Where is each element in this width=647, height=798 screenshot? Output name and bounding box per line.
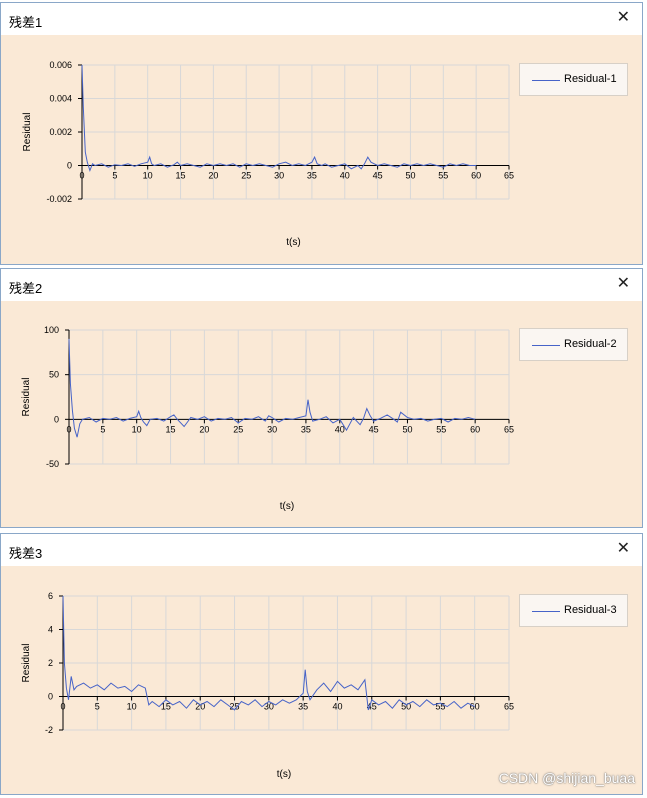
- legend-label: Residual-3: [564, 604, 617, 616]
- window-titlebar: 残差3 ✕: [1, 534, 642, 566]
- x-tick-label: 15: [176, 171, 186, 181]
- x-tick-label: 65: [504, 702, 514, 712]
- x-tick-label: 25: [241, 171, 251, 181]
- legend-swatch: [532, 80, 560, 81]
- x-tick-label: 35: [301, 424, 311, 434]
- x-axis-label: t(s): [286, 237, 300, 248]
- x-axis-label: t(s): [280, 501, 294, 512]
- window-residual-1: 残差1 ✕ 05101520253035404550556065-0.00200…: [0, 2, 643, 265]
- x-tick-label: 25: [230, 702, 240, 712]
- residual-1-chart: 05101520253035404550556065-0.00200.0020.…: [22, 60, 514, 248]
- x-tick-label: 20: [199, 424, 209, 434]
- x-tick-label: 45: [367, 702, 377, 712]
- x-tick-label: 15: [166, 424, 176, 434]
- close-icon[interactable]: ✕: [616, 275, 630, 292]
- y-tick-label: 0.004: [49, 94, 72, 104]
- y-tick-label: 4: [48, 625, 53, 635]
- x-tick-label: 5: [100, 424, 105, 434]
- y-axis-label: Residual: [21, 644, 32, 683]
- x-tick-label: 40: [335, 424, 345, 434]
- y-tick-label: 100: [44, 325, 59, 335]
- y-tick-label: 50: [49, 370, 59, 380]
- x-tick-label: 40: [340, 171, 350, 181]
- x-tick-label: 45: [373, 171, 383, 181]
- x-tick-label: 55: [436, 424, 446, 434]
- y-tick-label: 2: [48, 658, 53, 668]
- x-tick-label: 30: [274, 171, 284, 181]
- x-tick-label: 50: [402, 424, 412, 434]
- chart-area: 05101520253035404550556065-20246Residual…: [1, 566, 642, 794]
- y-tick-label: 0.006: [49, 60, 72, 70]
- chart-area: 05101520253035404550556065-50050100Resid…: [1, 301, 642, 527]
- x-tick-label: 65: [504, 171, 514, 181]
- x-tick-label: 55: [438, 171, 448, 181]
- x-axis-label: t(s): [277, 769, 291, 780]
- x-tick-label: 10: [143, 171, 153, 181]
- window-titlebar: 残差2 ✕: [1, 269, 642, 301]
- x-tick-label: 60: [470, 424, 480, 434]
- y-axis-label: Residual: [21, 378, 32, 417]
- x-tick-label: 25: [233, 424, 243, 434]
- x-tick-label: 55: [435, 702, 445, 712]
- watermark: CSDN @shijian_buaa: [498, 770, 635, 786]
- x-tick-label: 35: [307, 171, 317, 181]
- x-tick-label: 10: [132, 424, 142, 434]
- x-tick-label: 20: [208, 171, 218, 181]
- legend-swatch: [532, 611, 560, 612]
- window-title: 残差3: [9, 546, 43, 561]
- y-tick-label: -0.002: [46, 194, 72, 204]
- y-tick-label: 0: [67, 161, 72, 171]
- series-line-residual-1: [81, 64, 477, 173]
- window-titlebar: 残差1 ✕: [1, 3, 642, 35]
- window-residual-3: 残差3 ✕ 05101520253035404550556065-20246Re…: [0, 533, 643, 795]
- chart-legend: Residual-3: [519, 594, 628, 627]
- window-title: 残差2: [9, 281, 43, 296]
- close-icon[interactable]: ✕: [616, 9, 630, 26]
- residual-3-chart: 05101520253035404550556065-20246Residual…: [21, 591, 514, 780]
- x-tick-label: 60: [471, 171, 481, 181]
- y-tick-label: -2: [45, 725, 53, 735]
- y-axis-label: Residual: [22, 113, 33, 152]
- x-tick-label: 5: [95, 702, 100, 712]
- series-line-residual-2: [68, 338, 476, 438]
- x-tick-label: 40: [332, 702, 342, 712]
- chart-legend: Residual-2: [519, 328, 628, 361]
- x-tick-label: 50: [401, 702, 411, 712]
- y-tick-label: 0: [54, 414, 59, 424]
- x-tick-label: 45: [369, 424, 379, 434]
- window-residual-2: 残差2 ✕ 05101520253035404550556065-5005010…: [0, 268, 643, 528]
- chart-legend: Residual-1: [519, 63, 628, 96]
- legend-label: Residual-1: [564, 73, 617, 85]
- series-line-residual-3: [62, 595, 475, 711]
- x-tick-label: 35: [298, 702, 308, 712]
- x-tick-label: 30: [267, 424, 277, 434]
- window-title: 残差1: [9, 15, 43, 30]
- y-tick-label: 0.002: [49, 127, 72, 137]
- x-tick-label: 10: [127, 702, 137, 712]
- x-tick-label: 15: [161, 702, 171, 712]
- y-tick-label: 0: [48, 692, 53, 702]
- x-tick-label: 30: [264, 702, 274, 712]
- legend-label: Residual-2: [564, 338, 617, 350]
- residual-2-chart: 05101520253035404550556065-50050100Resid…: [21, 325, 514, 512]
- x-tick-label: 20: [195, 702, 205, 712]
- close-icon[interactable]: ✕: [616, 540, 630, 557]
- x-tick-label: 65: [504, 424, 514, 434]
- y-tick-label: -50: [46, 459, 59, 469]
- y-tick-label: 6: [48, 591, 53, 601]
- legend-swatch: [532, 345, 560, 346]
- chart-area: 05101520253035404550556065-0.00200.0020.…: [1, 35, 642, 264]
- x-tick-label: 5: [112, 171, 117, 181]
- x-tick-label: 50: [405, 171, 415, 181]
